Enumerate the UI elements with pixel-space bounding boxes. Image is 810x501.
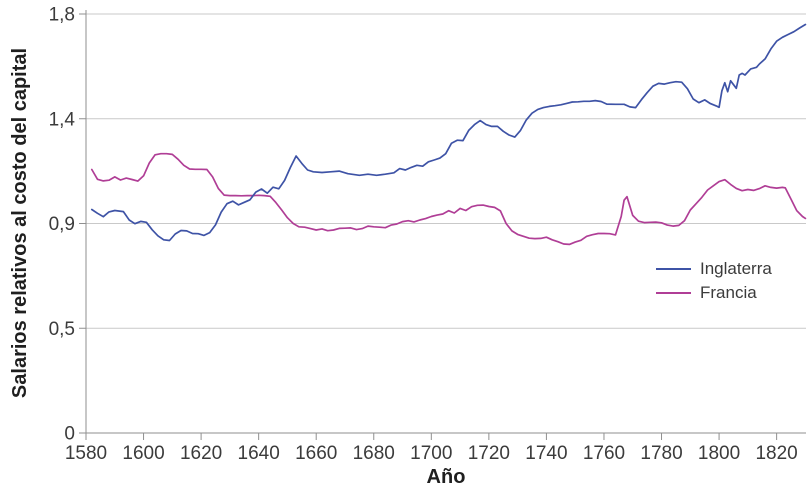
x-tick-label: 1580	[65, 443, 107, 464]
england-line-swatch-icon	[656, 268, 691, 270]
y-tick-label: 0	[64, 424, 75, 445]
x-tick-label: 1820	[755, 443, 797, 464]
y-tick-label: 0,5	[49, 319, 75, 340]
x-tick-label: 1780	[640, 443, 682, 464]
series-line-francia	[90, 152, 807, 246]
y-tick-label: 0,9	[49, 214, 75, 235]
x-tick-label: 1800	[698, 443, 740, 464]
x-tick-label: 1700	[410, 443, 452, 464]
x-tick-label: 1740	[525, 443, 567, 464]
y-axis-title: Salarios relativos al costo del capital	[9, 47, 31, 399]
y-tick-label: 1,8	[49, 5, 75, 26]
series-line-inglaterra	[90, 23, 807, 242]
legend-item-francia: Francia	[656, 281, 772, 305]
y-tick-label: 1,4	[49, 109, 76, 130]
x-axis-title: Año	[426, 466, 466, 488]
x-tick-label: 1680	[353, 443, 395, 464]
x-tick-label: 1620	[180, 443, 222, 464]
x-tick-label: 1660	[295, 443, 337, 464]
x-tick-label: 1640	[238, 443, 280, 464]
legend-item-inglaterra: Inglaterra	[656, 257, 772, 281]
france-line-swatch-icon	[656, 292, 691, 294]
legend-label: Francia	[700, 283, 757, 302]
x-tick-label: 1720	[468, 443, 510, 464]
x-tick-label: 1600	[122, 443, 164, 464]
x-tick-label: 1760	[583, 443, 625, 464]
legend-label: Inglaterra	[700, 259, 772, 278]
legend: Inglaterra Francia	[656, 257, 772, 305]
